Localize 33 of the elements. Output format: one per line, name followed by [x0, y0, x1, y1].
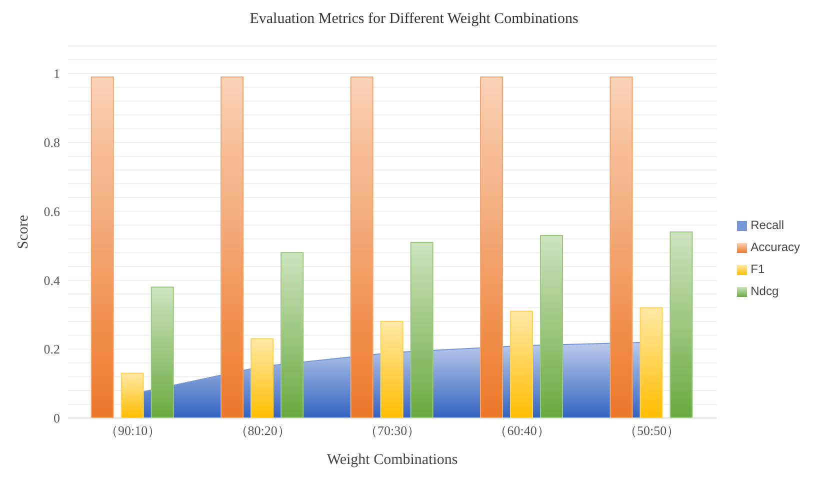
bar [540, 234, 564, 418]
x-tick-label: （70:30） [364, 423, 420, 438]
x-tick-label: （50:50） [624, 423, 680, 438]
legend-label: Ndcg [750, 284, 779, 298]
bar [670, 232, 693, 418]
y-tick-label: 0.4 [44, 272, 60, 288]
legend-label: F1 [750, 262, 765, 276]
bar [410, 242, 434, 418]
legend-label: Accuracy [750, 240, 800, 254]
bar [90, 76, 114, 418]
bar [510, 310, 534, 418]
y-tick-label: 0.8 [44, 135, 60, 150]
x-tick-label: （60:40） [494, 423, 550, 438]
y-tick-label: 0 [54, 410, 60, 426]
y-tick-label: 0.2 [44, 342, 60, 357]
bar [480, 76, 504, 418]
y-tick-label: 0.6 [44, 204, 60, 219]
bar [250, 338, 274, 418]
y-axis-title: Score [15, 214, 32, 250]
x-tick-label: （80:20） [234, 423, 290, 438]
bar [220, 76, 244, 418]
bar [350, 76, 374, 418]
bar [380, 321, 404, 418]
legend-label: Recall [750, 218, 784, 232]
chart-title: Evaluation Metrics for Different Weight Combinations [248, 10, 580, 29]
bar [120, 372, 144, 418]
bar [280, 252, 304, 418]
bar [150, 286, 174, 418]
x-axis-title: Weight Combinations [326, 452, 458, 468]
x-tick-label: （90:10） [105, 423, 161, 438]
bar [610, 76, 633, 418]
y-tick-label: 1 [54, 66, 60, 82]
bar [640, 307, 663, 418]
